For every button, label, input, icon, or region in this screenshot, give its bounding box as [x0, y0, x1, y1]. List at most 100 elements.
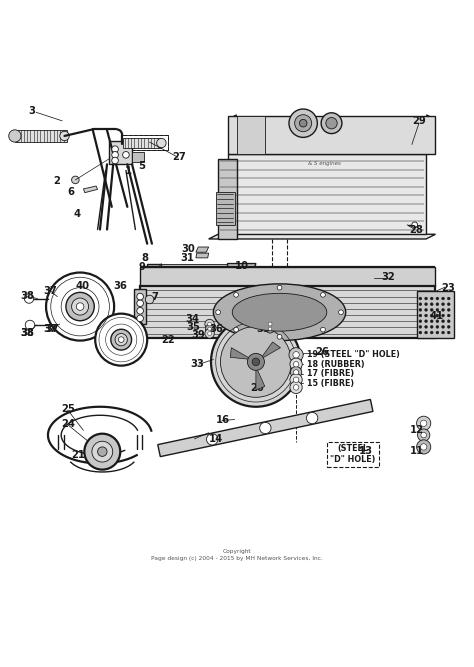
Circle shape	[293, 370, 299, 375]
Ellipse shape	[213, 284, 346, 341]
Text: 29: 29	[412, 116, 426, 126]
Circle shape	[205, 325, 214, 333]
Circle shape	[419, 314, 422, 317]
Text: 5: 5	[138, 161, 145, 171]
Circle shape	[146, 295, 154, 303]
Circle shape	[307, 412, 318, 424]
Text: 39: 39	[191, 330, 205, 340]
Circle shape	[247, 354, 264, 370]
Circle shape	[417, 416, 431, 430]
Circle shape	[72, 176, 79, 183]
Text: 20: 20	[250, 383, 264, 393]
Circle shape	[98, 447, 107, 456]
Text: 37: 37	[45, 323, 59, 334]
Circle shape	[419, 325, 422, 328]
Bar	[327, 442, 379, 467]
Circle shape	[220, 326, 292, 398]
Text: 31: 31	[180, 253, 194, 263]
Text: 22: 22	[162, 335, 175, 345]
Circle shape	[291, 367, 302, 378]
Circle shape	[421, 432, 427, 438]
Circle shape	[430, 325, 433, 328]
Text: 26: 26	[315, 348, 329, 358]
Circle shape	[293, 362, 299, 367]
Circle shape	[123, 151, 129, 158]
Circle shape	[419, 319, 422, 323]
Circle shape	[425, 314, 428, 317]
Text: 13: 13	[358, 446, 373, 456]
Polygon shape	[196, 247, 209, 252]
Text: 27: 27	[173, 152, 186, 162]
Text: 36: 36	[210, 323, 224, 334]
Circle shape	[265, 319, 275, 329]
Text: 19 (STEEL "D" HOLE): 19 (STEEL "D" HOLE)	[307, 350, 400, 359]
Circle shape	[137, 315, 144, 321]
Text: 4: 4	[73, 209, 81, 219]
Circle shape	[442, 308, 445, 311]
Circle shape	[234, 293, 238, 297]
Text: 15 (FIBRE): 15 (FIBRE)	[307, 379, 354, 388]
Circle shape	[436, 308, 439, 311]
Text: 7: 7	[151, 291, 158, 301]
Bar	[121, 135, 168, 150]
Circle shape	[289, 109, 318, 137]
Text: 12: 12	[410, 425, 424, 435]
Circle shape	[447, 319, 450, 323]
Circle shape	[447, 325, 450, 328]
Text: 9: 9	[138, 262, 145, 272]
Polygon shape	[228, 263, 256, 277]
Circle shape	[111, 329, 132, 350]
Circle shape	[268, 322, 272, 326]
Circle shape	[436, 325, 439, 328]
Circle shape	[290, 374, 302, 386]
Text: 28: 28	[410, 225, 424, 235]
Circle shape	[46, 273, 114, 341]
Circle shape	[425, 308, 428, 311]
Circle shape	[300, 119, 307, 127]
Text: 41: 41	[430, 311, 444, 321]
Circle shape	[418, 429, 430, 442]
Polygon shape	[140, 267, 436, 286]
Polygon shape	[196, 253, 209, 258]
Bar	[109, 141, 132, 164]
Circle shape	[76, 303, 84, 310]
Text: 34: 34	[185, 314, 199, 324]
Circle shape	[252, 358, 260, 366]
Text: 40: 40	[75, 281, 90, 291]
Circle shape	[112, 151, 118, 158]
Circle shape	[430, 319, 433, 323]
Text: 3: 3	[28, 106, 35, 116]
Circle shape	[95, 313, 147, 366]
Circle shape	[326, 117, 337, 129]
Circle shape	[420, 420, 427, 426]
Circle shape	[205, 329, 214, 338]
Polygon shape	[228, 116, 436, 154]
Polygon shape	[152, 263, 228, 267]
Text: & S engines: & S engines	[308, 161, 341, 166]
Circle shape	[24, 293, 34, 303]
Circle shape	[430, 303, 433, 305]
Bar	[121, 135, 168, 150]
Circle shape	[419, 303, 422, 305]
Polygon shape	[216, 191, 235, 225]
Text: 6: 6	[67, 187, 74, 197]
Circle shape	[417, 440, 431, 454]
Circle shape	[425, 331, 428, 334]
Text: 10: 10	[235, 261, 249, 271]
Circle shape	[66, 292, 94, 321]
Polygon shape	[237, 116, 265, 154]
Circle shape	[447, 297, 450, 300]
Circle shape	[430, 331, 433, 334]
Circle shape	[118, 337, 124, 342]
Text: 32: 32	[382, 271, 395, 281]
Circle shape	[277, 334, 282, 340]
Circle shape	[266, 325, 274, 333]
Polygon shape	[123, 138, 161, 148]
Circle shape	[277, 285, 282, 290]
Text: (STEEL
"D" HOLE): (STEEL "D" HOLE)	[330, 444, 375, 464]
Circle shape	[419, 297, 422, 300]
Polygon shape	[228, 154, 426, 234]
Circle shape	[320, 327, 325, 332]
Polygon shape	[260, 342, 281, 360]
Circle shape	[442, 319, 445, 323]
